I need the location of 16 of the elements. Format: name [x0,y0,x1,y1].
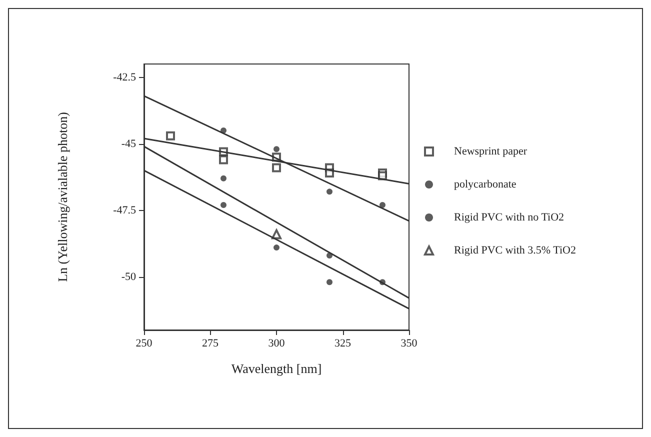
legend-label: Newsprint paper [454,146,528,158]
y-tick-label: -50 [121,270,136,283]
y-tick-label: -42.5 [113,71,136,84]
x-axis-title: Wavelength [nm] [231,361,322,376]
x-tick-label: 250 [136,338,153,350]
y-tick-label: -47.5 [113,204,136,216]
legend-label: Rigid PVC with 3.5% TiO2 [454,244,576,256]
figure-frame: Ln (Yellowing/avialable photon) Wavelength [nm] -42.5 -45 -47.5 -50 250 275 300 325 350 Newsprint paper polycarbonate Rigid PVC with no TiO2 Rigid PVC with 3.5% TiO2 [8,8,643,429]
x-tick-label: 350 [400,338,418,350]
legend-label: Rigid PVC with no TiO2 [454,212,564,224]
x-tick-label: 300 [268,338,286,350]
x-tick-label: 275 [202,338,219,350]
x-tick-label: 325 [334,338,352,350]
y-axis-title: Ln (Yellowing/avialable photon) [55,112,70,282]
y-tick-label: -45 [121,138,136,150]
legend-label: polycarbonate [454,178,516,190]
